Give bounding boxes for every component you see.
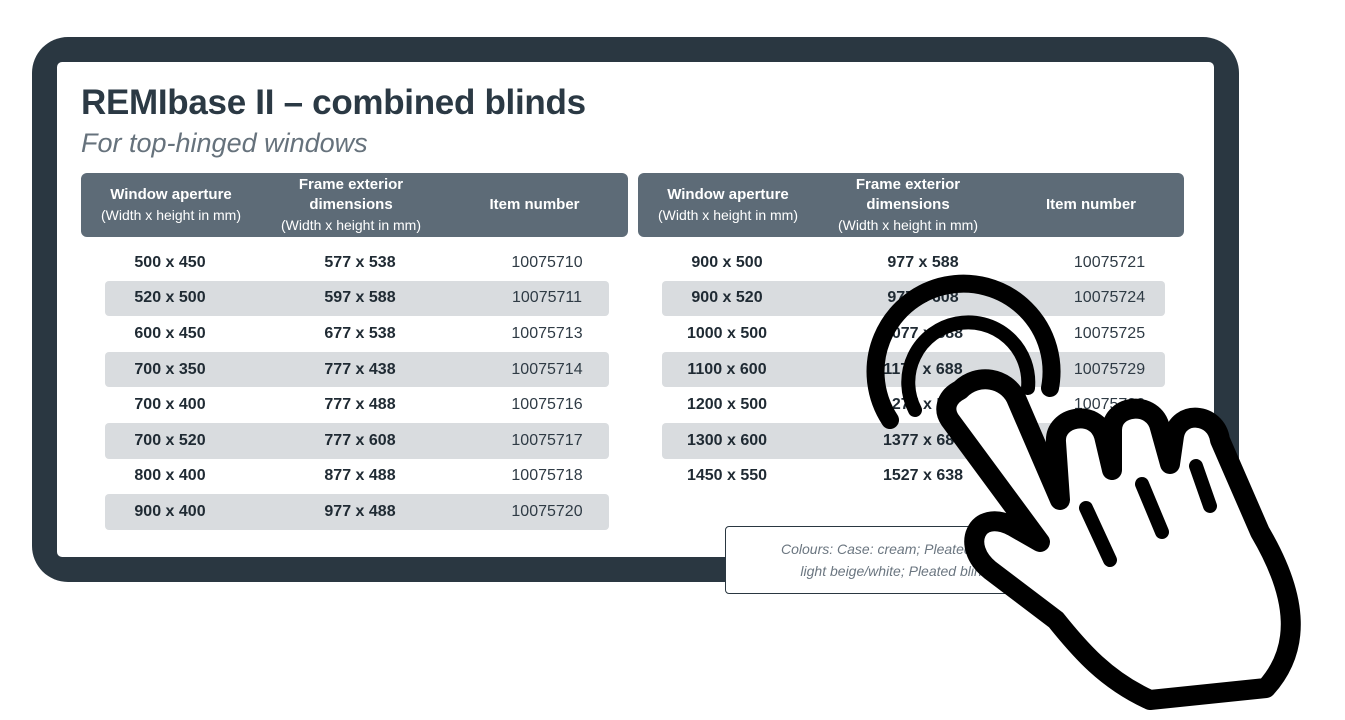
cell-aperture: 500 x 450 (134, 253, 206, 271)
cell-aperture: 700 x 400 (134, 396, 206, 414)
cell-frame: 677 x 538 (324, 324, 396, 342)
header-unit: (Width x height in mm) (837, 217, 979, 233)
header-label: Frame exterior dimensions (298, 176, 404, 213)
cell-aperture: 600 x 450 (134, 324, 206, 342)
header-unit: (Width x height in mm) (280, 217, 422, 233)
size-table-left: Window aperture (Width x height in mm) F… (81, 173, 628, 530)
header-item-number: Item number (998, 195, 1184, 215)
cell-item: 10075718 (511, 467, 583, 485)
cell-frame: 577 x 538 (324, 253, 396, 271)
cell-frame: 977 x 588 (887, 253, 959, 271)
header-label: Window aperture (110, 186, 232, 203)
header-unit: (Width x height in mm) (100, 207, 242, 223)
cell-aperture: 800 x 400 (134, 467, 206, 485)
cell-item: 10075711 (512, 289, 582, 307)
header-frame-dimensions: Frame exterior dimensions (Width x heigh… (261, 175, 441, 235)
header-window-aperture: Window aperture (Width x height in mm) (638, 185, 818, 225)
cell-frame: 977 x 488 (324, 502, 396, 520)
cell-frame: 1527 x 638 (882, 467, 964, 485)
header-item-number: Item number (441, 195, 628, 215)
cell-aperture: 1000 x 500 (686, 324, 768, 342)
cell-frame: 777 x 488 (324, 396, 396, 414)
note-line: light beige/white; Pleated blind (800, 563, 990, 579)
cell-item: 10075729 (1073, 360, 1146, 378)
note-line: Colours: Case: cream; Pleated blind: (781, 541, 1009, 557)
tap-hand-icon (866, 274, 1301, 710)
cell-aperture: 700 x 350 (134, 360, 206, 378)
header-label: Frame exterior dimensions (855, 176, 961, 213)
table-row: 900 x 400 977 x 488 10075720 (105, 494, 609, 530)
table-row: 520 x 500 597 x 588 10075711 (105, 280, 609, 317)
cell-frame: 1377 x 688 (882, 431, 964, 449)
cell-item: 10075724 (1073, 289, 1146, 307)
table-row: 700 x 400 777 x 488 10075716 (105, 387, 609, 423)
cell-frame: 597 x 588 (324, 289, 396, 307)
cell-item: 10075714 (511, 360, 583, 378)
table-row: 800 x 400 877 x 488 10075718 (105, 459, 609, 495)
header-frame-dimensions: Frame exterior dimensions (Width x heigh… (818, 175, 998, 235)
cell-aperture: 900 x 520 (691, 289, 763, 307)
cell-frame: 777 x 608 (324, 431, 396, 449)
cell-aperture: 1200 x 500 (686, 396, 768, 414)
cell-item: 10075710 (511, 253, 583, 271)
cell-aperture: 700 x 520 (134, 431, 206, 449)
cell-aperture: 1100 x 600 (687, 360, 767, 378)
cell-aperture: 1450 x 550 (686, 467, 768, 485)
cell-item: 10075721 (1073, 253, 1146, 271)
page-subtitle: For top-hinged windows (81, 128, 368, 158)
cell-item: 10075720 (511, 502, 583, 520)
table-row: 700 x 350 777 x 438 10075714 (105, 351, 609, 388)
cell-item: 10075716 (511, 396, 583, 414)
cell-frame: 777 x 438 (324, 360, 396, 378)
table-row: 500 x 450 577 x 538 10075710 (105, 245, 609, 281)
cell-item: 10075725 (1073, 324, 1146, 342)
header-unit: (Width x height in mm) (657, 207, 799, 223)
cell-item: 10075717 (511, 431, 583, 449)
header-label: Item number (489, 196, 580, 213)
table-row: 1450 x 550 1527 x 638 (662, 459, 1165, 495)
cell-aperture: 520 x 500 (134, 289, 206, 307)
table-row: 700 x 520 777 x 608 10075717 (105, 422, 609, 459)
cell-item: 10075713 (511, 324, 583, 342)
table-body: 500 x 450 577 x 538 10075710 520 x 500 597 … (81, 245, 628, 530)
table-header: Window aperture (Width x height in mm) F… (81, 173, 628, 237)
page-title: REMIbase II – combined blinds (81, 83, 586, 122)
table-row: 900 x 500 977 x 588 10075721 (662, 245, 1165, 281)
cell-frame: 877 x 488 (324, 467, 396, 485)
table-row: 600 x 450 677 x 538 10075713 (105, 316, 609, 352)
header-label: Window aperture (667, 186, 789, 203)
header-window-aperture: Window aperture (Width x height in mm) (81, 185, 261, 225)
cell-aperture: 1300 x 600 (686, 431, 768, 449)
cell-aperture: 900 x 400 (134, 502, 206, 520)
table-header: Window aperture (Width x height in mm) F… (638, 173, 1184, 237)
header-label: Item number (1045, 196, 1136, 213)
cell-aperture: 900 x 500 (691, 253, 763, 271)
